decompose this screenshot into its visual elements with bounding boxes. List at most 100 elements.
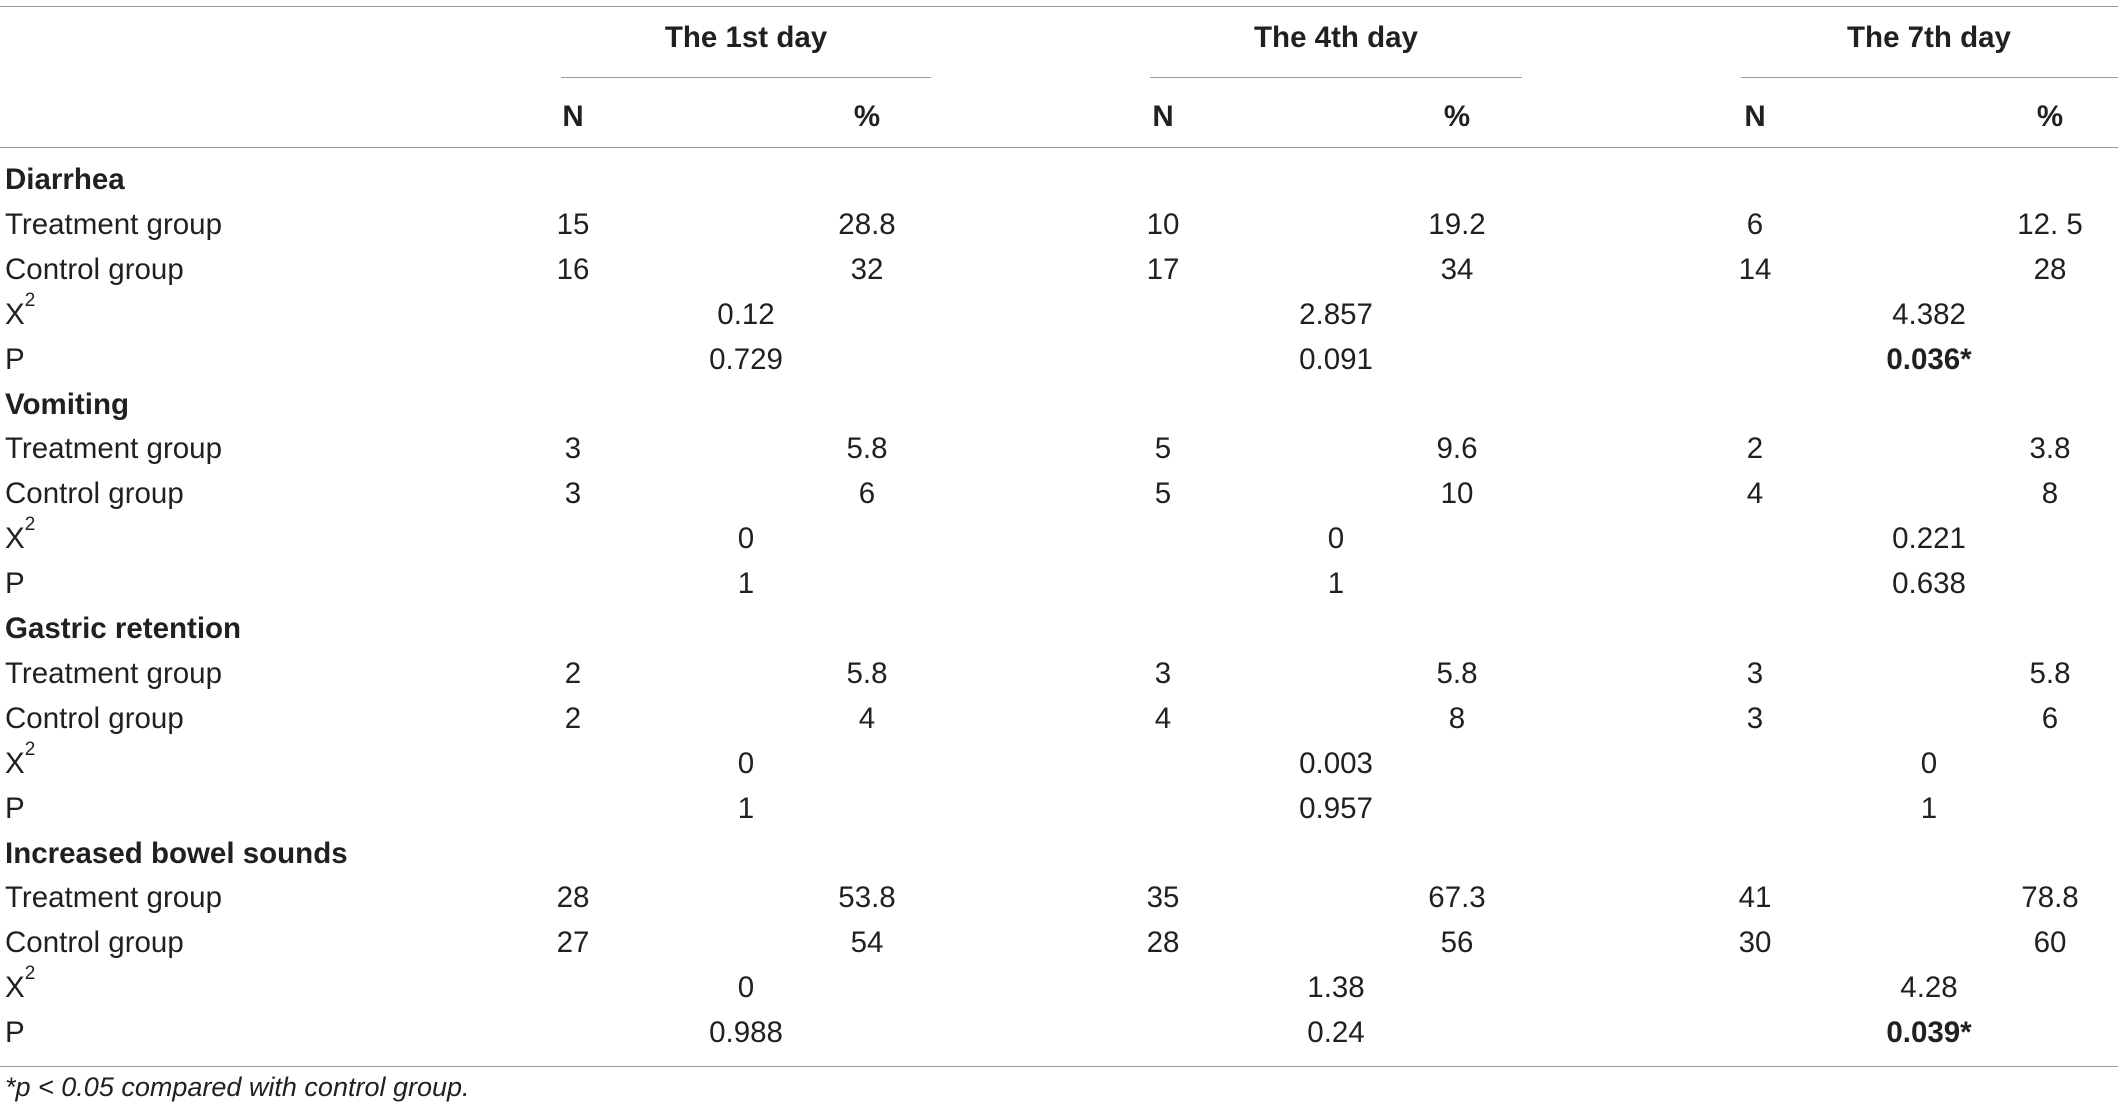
p-value-text: 1 — [1327, 567, 1345, 601]
treatment-group-label-text: Treatment group — [5, 207, 222, 241]
superscript: 2 — [24, 514, 36, 536]
treatment-value-cell: 5 — [1155, 429, 1171, 469]
chi-square-value-text: 0.221 — [1892, 522, 1966, 556]
control-group-label: Control group — [5, 474, 184, 514]
p-value-text: 0.957 — [1299, 791, 1373, 825]
chi-square-value: 2.857 — [1299, 295, 1373, 335]
control-value-cell-text: 6 — [858, 477, 876, 511]
p-value-text: 0.729 — [709, 342, 783, 376]
chi-square-value-text: 0.003 — [1299, 746, 1373, 780]
p-value: 0.729 — [709, 340, 783, 380]
section-title: Diarrhea — [5, 160, 125, 200]
p-value: 1 — [738, 564, 754, 604]
control-value-cell-text: 10 — [1440, 477, 1474, 511]
p-value: 1 — [738, 789, 754, 829]
chi-square-value-text: 0 — [1327, 522, 1345, 556]
section-title: Increased bowel sounds — [5, 834, 348, 874]
chi-square-value: 0 — [738, 744, 754, 784]
control-value-cell-text: 56 — [1440, 926, 1474, 960]
control-value-cell-text: 60 — [2033, 926, 2067, 960]
control-value-cell-text: 3 — [564, 477, 582, 511]
chi-square-value: 0.12 — [717, 295, 774, 335]
treatment-value-cell-text: 9.6 — [1436, 432, 1478, 466]
chi-square-label: X2 — [5, 515, 35, 559]
treatment-value-cell-text: 3 — [1746, 656, 1764, 690]
treatment-value-cell: 3 — [565, 429, 581, 469]
chi-square-label-text: X — [5, 297, 25, 331]
p-value-text: 0.091 — [1299, 342, 1373, 376]
treatment-value-cell: 5.8 — [846, 429, 887, 469]
control-group-label-text: Control group — [5, 252, 184, 286]
control-value-cell-text: 5 — [1154, 477, 1172, 511]
chi-square-value-text: 0 — [737, 522, 755, 556]
treatment-value-cell: 19.2 — [1428, 205, 1485, 245]
percent-column-header-text: % — [853, 100, 881, 133]
p-value: 0.039* — [1886, 1013, 1971, 1053]
control-value-cell-text: 3 — [1746, 701, 1764, 735]
chi-square-value: 0 — [738, 968, 754, 1008]
control-value-cell-text: 54 — [850, 926, 884, 960]
treatment-value-cell: 28 — [557, 878, 590, 918]
control-value-cell: 5 — [1155, 474, 1171, 514]
treatment-value-cell-text: 5.8 — [1436, 656, 1478, 690]
day-header-3: The 7th day — [1847, 18, 2011, 58]
percent-column-header: % — [854, 97, 880, 137]
control-value-cell: 28 — [1147, 923, 1180, 963]
chi-square-value-text: 0.12 — [717, 297, 775, 331]
percent-column-header-text: % — [1443, 100, 1471, 133]
n-column-header: N — [1152, 97, 1173, 137]
p-value-text: 0.036* — [1886, 342, 1972, 376]
p-value-label: P — [5, 564, 25, 604]
control-value-cell-text: 17 — [1146, 252, 1180, 286]
superscript: 2 — [24, 289, 36, 311]
p-value-label-text: P — [5, 1016, 25, 1050]
p-value-text: 1 — [737, 791, 755, 825]
control-value-cell-text: 16 — [556, 252, 590, 286]
treatment-value-cell-text: 5.8 — [846, 432, 888, 466]
treatment-value-cell: 5.8 — [1436, 654, 1477, 694]
treatment-value-cell: 3 — [1747, 654, 1763, 694]
chi-square-value: 4.28 — [1900, 968, 1957, 1008]
p-value: 1 — [1921, 789, 1937, 829]
p-value: 0.988 — [709, 1013, 783, 1053]
control-value-cell: 17 — [1147, 250, 1180, 290]
chi-square-value-text: 4.28 — [1900, 971, 1958, 1005]
p-value: 0.24 — [1307, 1013, 1364, 1053]
control-group-label-text: Control group — [5, 701, 184, 735]
treatment-value-cell: 5.8 — [2029, 654, 2070, 694]
treatment-value-cell-text: 10 — [1146, 207, 1180, 241]
footnote-text: *p < 0.05 compared with control group. — [5, 1072, 470, 1102]
chi-square-value-text: 0 — [1920, 746, 1938, 780]
n-column-header-text: N — [1744, 100, 1766, 133]
treatment-group-label: Treatment group — [5, 429, 222, 469]
treatment-value-cell-text: 6 — [1746, 207, 1764, 241]
control-value-cell: 8 — [1449, 699, 1465, 739]
percent-column-header: % — [1444, 97, 1470, 137]
day7-header-rule — [1741, 77, 2118, 78]
day-header-1: The 1st day — [665, 18, 827, 58]
chi-square-value-text: 0 — [737, 746, 755, 780]
day-header-1-text: The 1st day — [664, 21, 828, 54]
percent-column-header-text: % — [2036, 100, 2064, 133]
control-value-cell: 28 — [2034, 250, 2067, 290]
treatment-value-cell: 5.8 — [846, 654, 887, 694]
control-value-cell-text: 8 — [2041, 477, 2059, 511]
p-value-text: 1 — [737, 567, 755, 601]
day-header-2-text: The 4th day — [1254, 21, 1418, 54]
treatment-value-cell: 2 — [1747, 429, 1763, 469]
table-footnote: *p < 0.05 compared with control group. — [5, 1070, 470, 1104]
treatment-value-cell-text: 5.8 — [2029, 656, 2071, 690]
treatment-value-cell-text: 67.3 — [1428, 881, 1486, 915]
chi-square-value: 1.38 — [1307, 968, 1364, 1008]
control-value-cell: 16 — [557, 250, 590, 290]
control-value-cell: 6 — [2042, 699, 2058, 739]
treatment-value-cell-text: 3 — [564, 432, 582, 466]
treatment-value-cell-text: 3 — [1154, 656, 1172, 690]
control-value-cell: 8 — [2042, 474, 2058, 514]
chi-square-label-text: X — [5, 522, 25, 556]
p-value-text: 0.988 — [709, 1016, 783, 1050]
treatment-value-cell-text: 5 — [1154, 432, 1172, 466]
p-value-text: 0.638 — [1892, 567, 1966, 601]
chi-square-label-text: X — [5, 971, 25, 1005]
control-value-cell: 27 — [557, 923, 590, 963]
